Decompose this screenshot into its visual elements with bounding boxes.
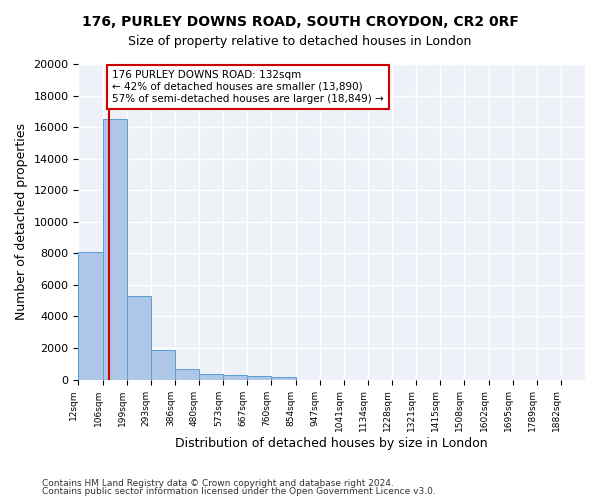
Bar [79, 252, 103, 380]
X-axis label: Distribution of detached houses by size in London: Distribution of detached houses by size … [175, 437, 488, 450]
Bar [103, 119, 127, 380]
Bar [199, 374, 223, 380]
Text: 176 PURLEY DOWNS ROAD: 132sqm
← 42% of detached houses are smaller (13,890)
57% : 176 PURLEY DOWNS ROAD: 132sqm ← 42% of d… [112, 70, 384, 104]
Text: Contains public sector information licensed under the Open Government Licence v3: Contains public sector information licen… [42, 487, 436, 496]
Text: Size of property relative to detached houses in London: Size of property relative to detached ho… [128, 35, 472, 48]
Bar [175, 368, 199, 380]
Bar [127, 296, 151, 380]
Y-axis label: Number of detached properties: Number of detached properties [15, 124, 28, 320]
Text: 176, PURLEY DOWNS ROAD, SOUTH CROYDON, CR2 0RF: 176, PURLEY DOWNS ROAD, SOUTH CROYDON, C… [82, 15, 518, 29]
Bar [247, 376, 271, 380]
Bar [271, 377, 296, 380]
Bar [151, 350, 175, 380]
Bar [223, 375, 247, 380]
Text: Contains HM Land Registry data © Crown copyright and database right 2024.: Contains HM Land Registry data © Crown c… [42, 478, 394, 488]
